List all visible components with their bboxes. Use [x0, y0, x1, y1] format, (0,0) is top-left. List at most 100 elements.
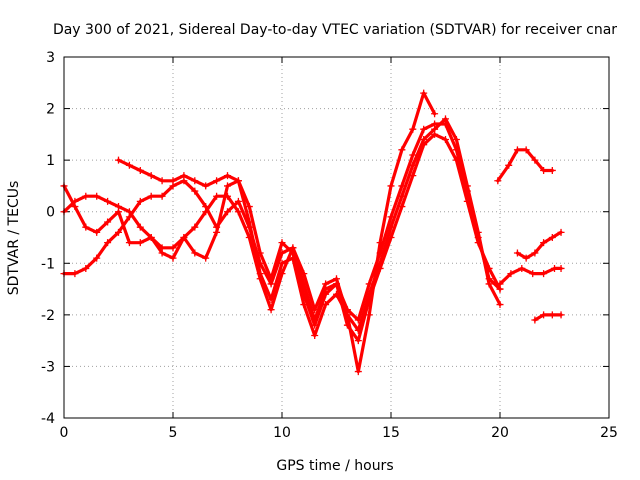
y-tick-label: -2	[41, 308, 55, 324]
data-point-marker	[354, 368, 362, 376]
data-point-marker	[420, 125, 428, 133]
data-point-marker	[343, 311, 351, 319]
data-point-marker	[485, 275, 493, 283]
grid	[64, 57, 609, 418]
data-point-marker	[245, 203, 253, 211]
data-point-marker	[540, 239, 548, 247]
x-tick-label: 25	[600, 425, 618, 441]
data-point-marker	[278, 239, 286, 247]
data-point-marker	[115, 203, 122, 211]
data-point-marker	[300, 290, 308, 298]
data-point-marker	[245, 223, 253, 231]
data-point-marker	[387, 213, 395, 221]
plot-frame	[63, 56, 610, 419]
data-point-marker	[191, 223, 199, 231]
data-point-marker	[224, 182, 231, 190]
data-point-marker	[213, 192, 221, 200]
data-point-marker	[125, 208, 133, 216]
data-point-marker	[387, 182, 395, 190]
data-point-marker	[158, 177, 166, 185]
data-point-marker	[529, 270, 537, 278]
data-point-marker	[540, 311, 548, 319]
data-point-marker	[202, 254, 210, 262]
data-point-marker	[431, 130, 439, 138]
data-point-marker	[104, 218, 112, 226]
data-point-marker	[82, 223, 90, 231]
y-tick-label: -1	[41, 256, 55, 272]
series-segment-h	[531, 311, 565, 324]
data-point-marker	[125, 239, 133, 247]
data-point-marker	[115, 228, 122, 236]
data-point-marker	[267, 306, 275, 314]
y-tick-label: -3	[41, 359, 55, 375]
data-point-marker	[234, 177, 242, 185]
y-tick-label: 2	[46, 102, 55, 118]
data-point-marker	[365, 311, 373, 319]
data-point-marker	[540, 166, 548, 174]
chart-title: Day 300 of 2021, Sidereal Day-to-day VTE…	[53, 22, 617, 38]
data-point-marker	[452, 136, 460, 144]
series-segment-e	[494, 146, 556, 185]
data-point-marker	[71, 197, 79, 205]
series-trace	[62, 117, 502, 338]
data-point-marker	[256, 259, 264, 267]
series-segment-f	[513, 228, 565, 262]
data-point-marker	[147, 192, 155, 200]
series-trace	[116, 132, 502, 343]
data-point-marker	[169, 244, 177, 252]
data-point-marker	[322, 290, 330, 298]
x-tick-label: 0	[60, 425, 69, 441]
data-point-marker	[442, 120, 449, 128]
data-point-marker	[398, 203, 406, 211]
data-point-marker	[398, 182, 406, 190]
data-point-marker	[522, 254, 530, 262]
data-point-marker	[485, 264, 493, 272]
x-tick-label: 20	[491, 425, 509, 441]
data-point-marker	[158, 192, 166, 200]
x-tick-label: 15	[382, 425, 400, 441]
data-point-marker	[224, 208, 231, 216]
data-point-marker	[147, 234, 155, 241]
data-point-marker	[224, 172, 231, 180]
series-track-d	[60, 89, 439, 376]
data-point-marker	[136, 197, 144, 205]
data-point-marker	[158, 244, 166, 252]
data-point-marker	[531, 156, 539, 164]
data-point-marker	[300, 270, 308, 278]
data-point-marker	[191, 177, 199, 185]
data-point-marker	[202, 182, 210, 190]
data-point-marker	[557, 228, 565, 236]
data-point-marker	[311, 331, 319, 339]
data-point-marker	[136, 223, 144, 231]
series-trace	[515, 230, 563, 260]
data-point-marker	[409, 151, 417, 159]
data-point-marker	[548, 166, 556, 174]
data-point-marker	[496, 301, 504, 309]
data-point-marker	[256, 275, 264, 283]
y-tick-label: 3	[46, 50, 55, 66]
data-point-marker	[278, 270, 286, 278]
data-point-marker	[531, 316, 539, 324]
data-point-marker	[104, 239, 112, 247]
y-axis-label: SDTVAR / TECUs	[6, 181, 22, 296]
data-point-marker	[245, 234, 253, 241]
data-point-marker	[354, 316, 362, 324]
data-point-marker	[322, 280, 330, 288]
data-point-marker	[93, 254, 101, 262]
data-point-marker	[540, 270, 548, 278]
data-point-marker	[180, 172, 188, 180]
data-point-marker	[452, 146, 460, 154]
series-trace	[533, 313, 563, 322]
data-point-marker	[147, 172, 155, 180]
data-point-marker	[267, 275, 275, 283]
data-point-marker	[557, 264, 565, 272]
data-point-marker	[115, 156, 122, 164]
data-point-marker	[409, 172, 417, 180]
data-point-marker	[82, 192, 90, 200]
y-tick-label: 0	[46, 205, 55, 221]
data-point-marker	[213, 223, 221, 231]
data-point-marker	[518, 264, 526, 272]
data-point-marker	[213, 177, 221, 185]
data-point-marker	[505, 161, 513, 169]
data-point-marker	[474, 239, 482, 247]
